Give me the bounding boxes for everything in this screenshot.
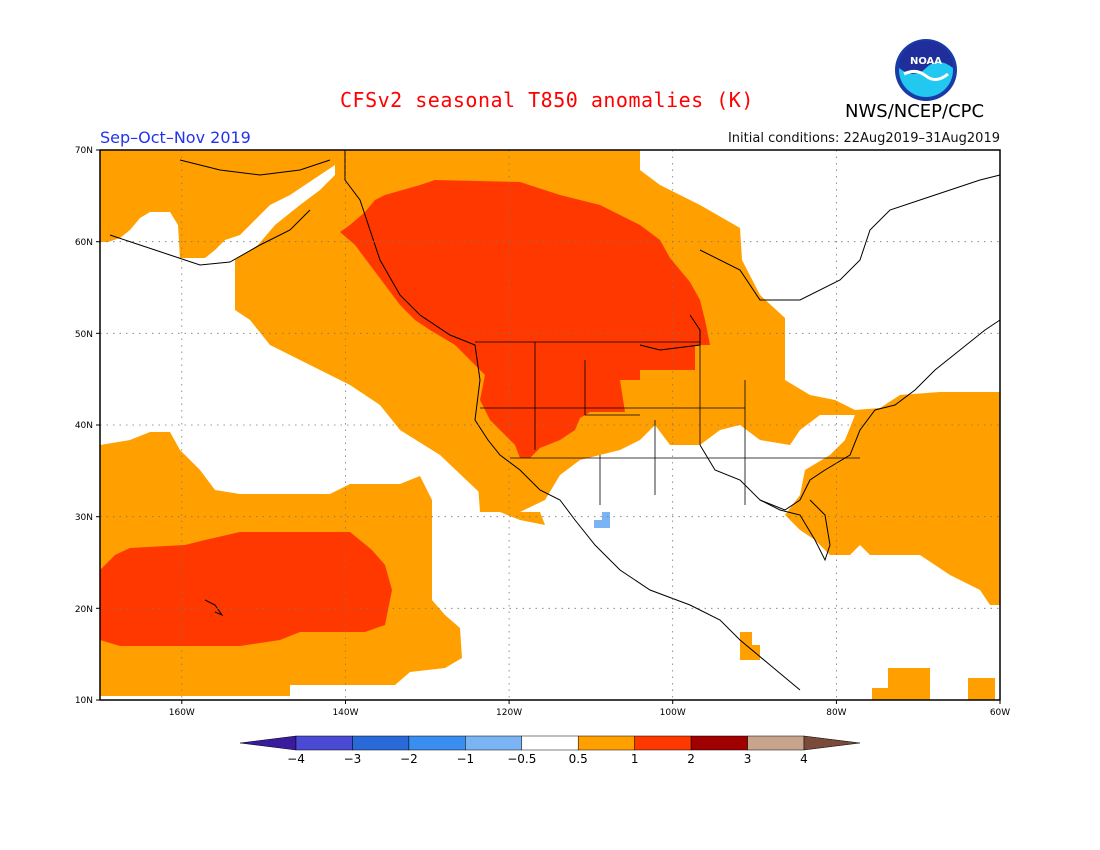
colorbar-label: −0.5 [507,752,536,766]
lat-label: 40N [75,421,93,431]
colorbar-label: 2 [687,752,695,766]
colorbar-swatch [295,735,353,751]
lat-label: 30N [75,513,93,523]
colorbar-swatch [634,735,692,751]
anomaly-area-aleutians [100,165,180,240]
org-label: NWS/NCEP/CPC [845,101,985,122]
colorbar-label: −1 [456,752,474,766]
colorbar: −4 −3 −2 −1 −0.5 0.5 1 2 3 4 [239,735,861,766]
borders [475,341,860,505]
anomaly-area-southeast [785,495,860,555]
colorbar-label: −4 [287,752,305,766]
colorbar-swatch [803,735,861,751]
colorbar-swatch [465,735,523,751]
lon-label: 140W [332,708,358,718]
graticule [100,150,1000,700]
colorbar-swatch [577,735,635,751]
anomaly-shading [100,150,1000,700]
colorbar-swatch [239,735,297,751]
anomaly-area-hawaii [100,532,392,646]
lat-label: 20N [75,605,93,615]
anomaly-area-sw-coast [440,455,545,525]
noaa-logo-text: NOAA [910,56,942,67]
colorbar-swatch [408,735,466,751]
lon-label: 100W [660,708,686,718]
colorbar-label: 4 [800,752,808,766]
colorbar-label: 0.5 [569,752,588,766]
colorbar-swatch [747,735,805,751]
colorbar-label: −2 [400,752,418,766]
initial-conditions: Initial conditions: 22Aug2019–31Aug2019 [727,131,1000,146]
lat-label: 70N [75,146,93,156]
lat-label: 10N [75,696,93,706]
lon-label: 80W [826,708,846,718]
colorbar-label: 1 [631,752,639,766]
chart-title: CFSv2 seasonal T850 anomalies (K) [340,88,754,112]
anomaly-area-caribbean [872,668,995,700]
colorbar-swatch [690,735,748,751]
colorbar-label: −3 [344,752,362,766]
colorbar-swatch [521,735,579,751]
season-label: Sep–Oct–Nov 2019 [100,128,251,147]
noaa-logo: NOAA [895,39,957,101]
colorbar-swatch [352,735,410,751]
lat-label: 50N [75,330,93,340]
lat-label: 60N [75,238,93,248]
colorbar-label: 3 [744,752,752,766]
lon-label: 160W [169,708,195,718]
lon-label: 60W [990,708,1010,718]
lon-label: 120W [496,708,522,718]
anomaly-area-canada-core [340,180,710,458]
